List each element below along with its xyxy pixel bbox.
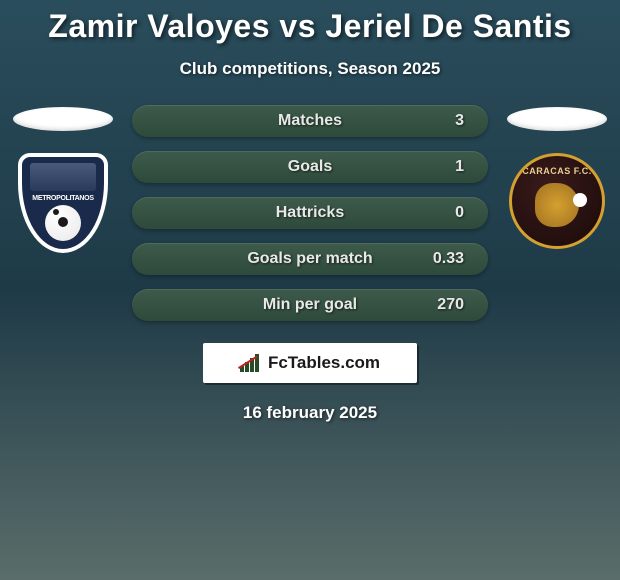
bar-chart-icon [240, 354, 262, 372]
soccer-ball-icon [45, 205, 81, 241]
left-team-badge [15, 153, 111, 249]
lion-icon [535, 183, 579, 227]
stat-label: Goals per match [196, 250, 424, 268]
stat-value-right: 0.33 [424, 250, 464, 268]
stat-value-right: 1 [424, 158, 464, 176]
stat-row-matches: Matches 3 [132, 105, 488, 137]
main-row: Matches 3 Goals 1 Hattricks 0 Goals per … [0, 105, 620, 335]
infographic-container: Zamir Valoyes vs Jeriel De Santis Club c… [0, 0, 620, 423]
left-column [8, 105, 118, 249]
left-player-ellipse [13, 107, 113, 131]
stat-value-right: 0 [424, 204, 464, 222]
subtitle: Club competitions, Season 2025 [0, 59, 620, 79]
stats-column: Matches 3 Goals 1 Hattricks 0 Goals per … [118, 105, 502, 335]
watermark: FcTables.com [203, 343, 417, 383]
page-title: Zamir Valoyes vs Jeriel De Santis [0, 8, 620, 45]
stat-label: Goals [196, 158, 424, 176]
watermark-text: FcTables.com [268, 353, 380, 373]
stat-label: Min per goal [196, 296, 424, 314]
stat-row-goals-per-match: Goals per match 0.33 [132, 243, 488, 275]
right-column [502, 105, 612, 249]
date-label: 16 february 2025 [0, 403, 620, 423]
stat-row-goals: Goals 1 [132, 151, 488, 183]
right-team-badge [509, 153, 605, 249]
stat-value-right: 270 [424, 296, 464, 314]
stat-row-hattricks: Hattricks 0 [132, 197, 488, 229]
stat-label: Hattricks [196, 204, 424, 222]
right-player-ellipse [507, 107, 607, 131]
stat-value-right: 3 [424, 112, 464, 130]
shield-icon [18, 153, 108, 253]
stat-label: Matches [196, 112, 424, 130]
stat-row-min-per-goal: Min per goal 270 [132, 289, 488, 321]
